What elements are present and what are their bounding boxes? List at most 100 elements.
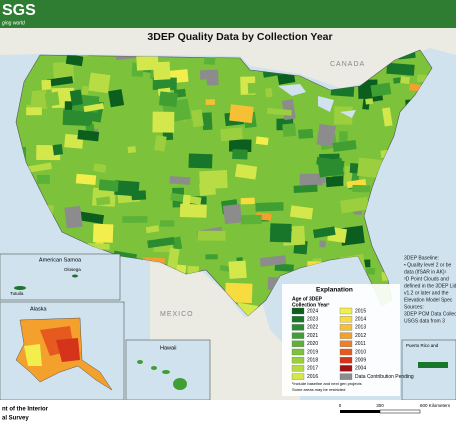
patch: [266, 107, 292, 116]
side-line: USGS data from 3: [404, 318, 445, 324]
puerto-rico: [418, 362, 448, 368]
patch: [339, 131, 348, 144]
legend-swatch: [291, 316, 305, 323]
patch: [191, 109, 204, 128]
patch: [325, 175, 344, 188]
legend-swatch: [339, 348, 353, 356]
side-line: • Quality level 2 or be: [404, 262, 452, 268]
scale-bar: [340, 410, 380, 413]
legend-label: 2004: [355, 366, 366, 372]
pr-inset: [401, 339, 456, 401]
alaska-label: Alaska: [30, 306, 47, 312]
patch: [205, 99, 216, 105]
patch: [247, 82, 263, 94]
samoa-title: American Samoa: [39, 257, 82, 263]
patch: [27, 162, 53, 173]
patch: [235, 302, 259, 316]
patch: [265, 87, 273, 98]
patch: [78, 211, 105, 224]
patch: [299, 173, 326, 186]
title: 3DEP Quality Data by Collection Year: [147, 31, 332, 43]
patch: [400, 76, 410, 85]
legend-label: 2012: [355, 333, 366, 339]
legend-heading: Explanation: [316, 287, 353, 294]
legend-label: 2023: [307, 317, 318, 323]
legend-label: 2024: [307, 308, 318, 314]
patch: [147, 236, 175, 249]
patch: [269, 223, 292, 243]
legend-swatch: [339, 307, 353, 315]
legend-label: 2018: [307, 358, 318, 364]
agency: nt of the Interior: [2, 407, 49, 413]
patch: [365, 98, 374, 105]
patch: [167, 247, 180, 269]
patch: [23, 90, 33, 105]
patch: [234, 163, 258, 180]
patch: [152, 77, 177, 91]
legend: Explanation Age of 3DEP Collection Year¹…: [282, 284, 414, 396]
legend-label: 2009: [355, 358, 366, 364]
patch: [44, 91, 60, 107]
legend-label: 2022: [307, 325, 318, 331]
legend-label: 2016: [307, 374, 318, 380]
legend-title: Age of 3DEP: [292, 296, 323, 302]
legend-swatch: [339, 332, 353, 339]
patch: [131, 190, 147, 201]
patch: [232, 149, 248, 160]
legend-title: Collection Year¹: [292, 302, 330, 308]
hawaii-label: Hawaii: [160, 345, 177, 351]
legend-label: 2015: [355, 308, 366, 314]
patch: [145, 225, 160, 234]
patch: [136, 53, 159, 71]
patch: [52, 143, 64, 156]
patch: [228, 139, 252, 152]
side-line: data (IfSAR in AK)¹: [404, 269, 447, 275]
alaska-patch: [24, 344, 42, 366]
patch: [26, 107, 42, 116]
hawaii-inset: [125, 339, 211, 401]
scale-bar: [379, 409, 421, 414]
legend-label: 2020: [307, 341, 318, 347]
patch: [127, 146, 136, 154]
side-line: 3DEP PCM Data Collect: [404, 311, 456, 317]
patch: [159, 220, 175, 227]
side-line: Sources:: [404, 304, 424, 310]
legend-swatch: [291, 332, 305, 339]
patch: [316, 123, 336, 147]
patch: [224, 282, 253, 304]
patch: [41, 79, 52, 90]
hawaii-islands: [137, 360, 187, 390]
patch: [75, 173, 97, 186]
patch: [197, 230, 226, 241]
patch: [195, 154, 204, 162]
patch: [240, 197, 255, 205]
patch: [229, 104, 254, 124]
legend-label: 2010: [355, 349, 366, 355]
logo: SGS: [2, 2, 36, 19]
patch: [199, 170, 228, 190]
side-text: 3DEP Baseline:• Quality level 2 or bedat…: [404, 255, 456, 324]
patch: [182, 194, 191, 209]
legend-swatch: [291, 340, 305, 347]
patch: [312, 226, 336, 239]
patch: [81, 86, 89, 95]
place-label: Olosega: [64, 267, 81, 272]
side-line: defined in the 3DEP Lid: [404, 283, 456, 289]
patch: [122, 216, 148, 223]
patch: [386, 62, 415, 76]
patch: [228, 260, 247, 279]
patch: [340, 196, 369, 214]
patch: [205, 254, 218, 260]
patch: [158, 91, 178, 108]
scale-label: 0: [339, 403, 342, 408]
patch: [152, 111, 175, 133]
patch: [64, 205, 83, 229]
side-line: v1.2 or later and the: [404, 290, 449, 296]
legend-swatch: [291, 365, 305, 372]
patch: [319, 240, 326, 248]
patch: [95, 196, 111, 206]
great-lakes: [278, 84, 356, 118]
patch: [333, 106, 353, 125]
scale-label: 300: [376, 403, 384, 408]
patch: [191, 79, 209, 101]
